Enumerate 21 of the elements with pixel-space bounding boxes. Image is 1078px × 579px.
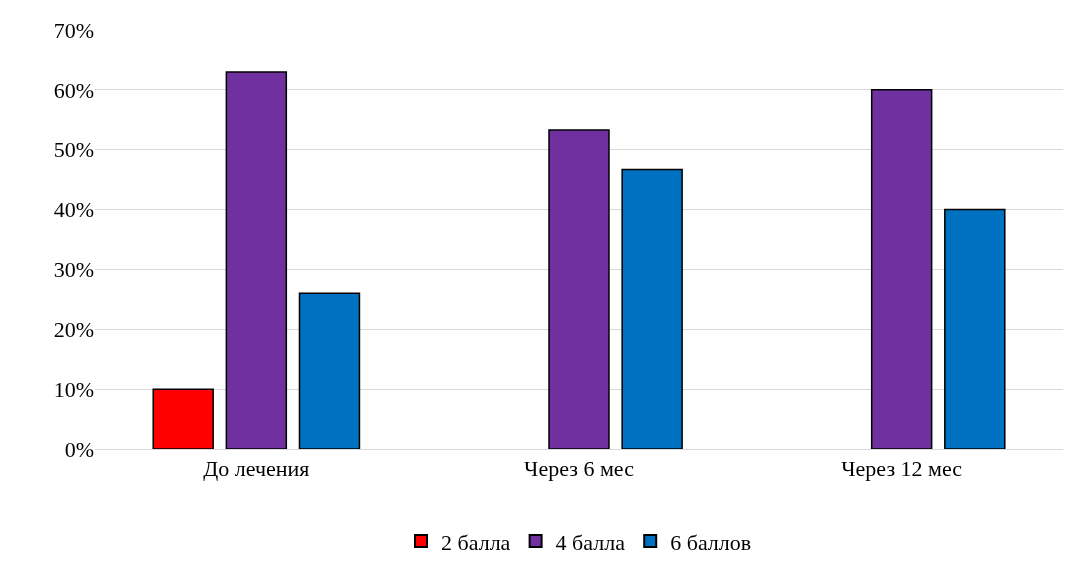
legend-label: 2 балла (441, 529, 511, 555)
bar (870, 89, 933, 449)
y-tick-label: 10% (53, 376, 94, 402)
bar (621, 168, 683, 449)
y-tick-label: 0% (64, 436, 94, 462)
bar (225, 71, 288, 449)
bar (298, 292, 361, 449)
y-tick-label: 50% (53, 137, 94, 163)
y-tick-label: 60% (53, 77, 94, 103)
legend-label: 4 балла (555, 529, 626, 555)
legend-label: 6 баллов (670, 529, 752, 555)
x-tick-label: Через 6 мес (524, 456, 635, 482)
y-tick-label: 30% (53, 257, 94, 283)
bar (152, 388, 214, 449)
x-tick-label: Через 12 мес (841, 456, 963, 482)
y-tick-label: 70% (53, 17, 94, 43)
x-tick-label: До лечения (203, 456, 310, 482)
bar (548, 129, 610, 449)
y-tick-label: 20% (53, 316, 94, 342)
bar (944, 208, 1006, 449)
y-tick-label: 40% (53, 197, 94, 223)
